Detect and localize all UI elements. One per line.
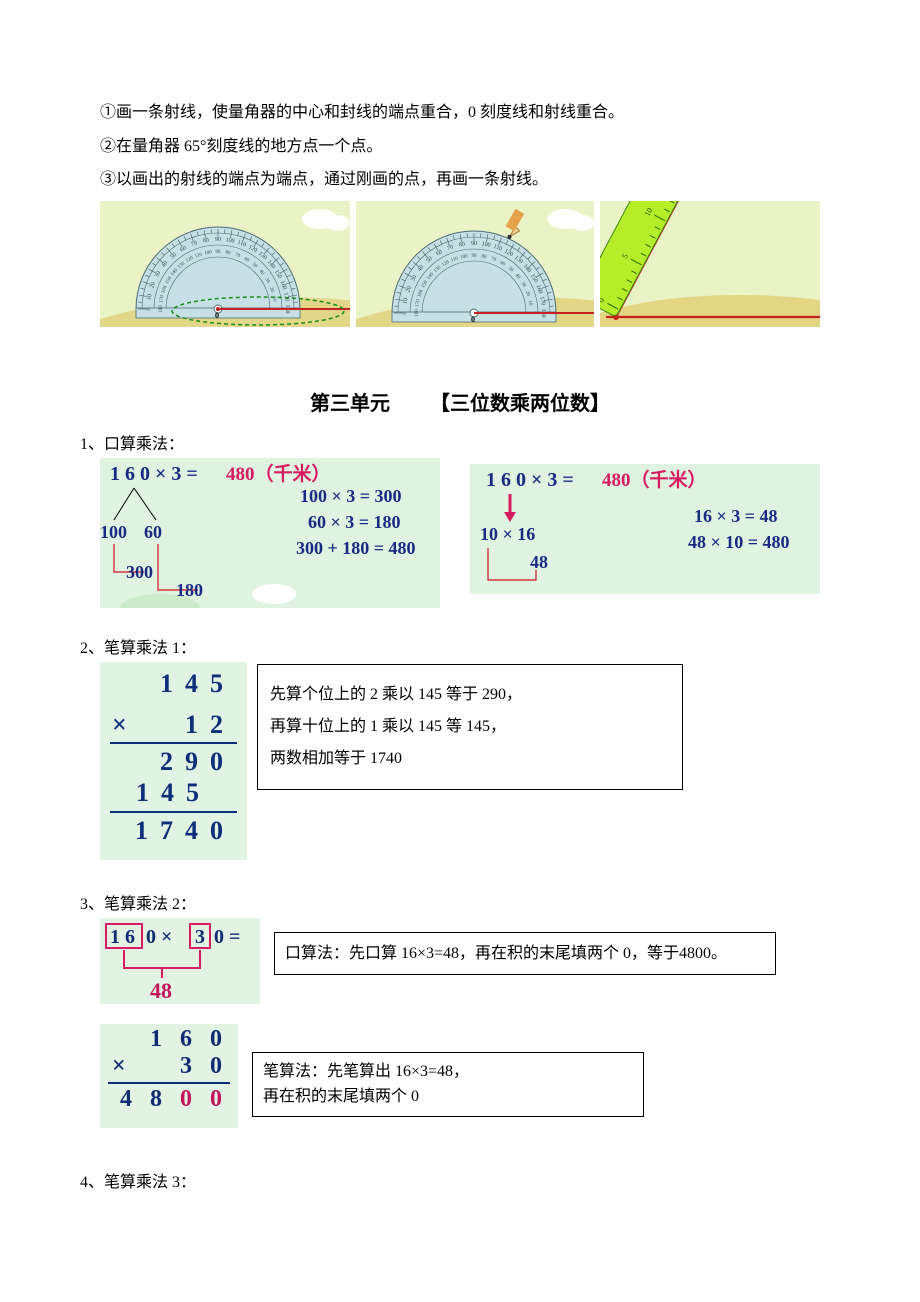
svg-text:300: 300 — [126, 562, 153, 582]
svg-text:3: 3 — [195, 926, 205, 948]
svg-text:10: 10 — [403, 297, 410, 304]
mult-row-d: 145 — [106, 777, 241, 808]
chapter-title: 【三位数乘两位数】 — [430, 393, 610, 415]
section-4-heading: 4、笔算乘法 3： — [80, 1168, 820, 1192]
explain-line-3: 两数相加等于 1740 — [270, 743, 670, 775]
explanation-box-2a: 口算法：先口算 16×3=48，再在积的末尾填两个 0，等于4800。 — [274, 932, 776, 976]
written-calc-2b: 1 6 0 × 3 0 4 8 0 0 笔算法：先笔算出 16×3=48， 再在… — [100, 1024, 820, 1128]
instruction-3: ③以画出的射线的端点为端点，通过刚画的点，再画一条射线。 — [100, 167, 820, 193]
protractor-step-3: 05101520 — [600, 201, 820, 327]
svg-text:60 × 3 = 180: 60 × 3 = 180 — [308, 512, 401, 532]
svg-text:1 6: 1 6 — [110, 926, 135, 948]
protractor-step-2: 0018010170201603015040140501306012070110… — [356, 201, 594, 327]
explanation-box-2b: 笔算法：先笔算出 16×3=48， 再在积的末尾填两个 0 — [252, 1052, 644, 1117]
mental-math-row: 1 6 0 × 3 = 480（千米） 100 60 300 180 100 × 3 = 3… — [100, 458, 820, 608]
mult-row-b: × 12 — [106, 709, 241, 740]
svg-text:180: 180 — [176, 580, 203, 600]
protractor-step-1: 0018010170201603015040140501306012070110… — [100, 201, 350, 327]
svg-text:60: 60 — [144, 522, 162, 542]
mult-row-a: 145 — [106, 668, 241, 699]
mental-method-a: 1 6 0 × 3 = 480（千米） 100 60 300 180 100 × 3 = 3… — [100, 458, 440, 608]
svg-text:16 × 3 = 48: 16 × 3 = 48 — [694, 506, 778, 526]
cm-row1: 1 6 0 — [104, 1026, 234, 1053]
mental-method-b: 1 6 0 × 3 = 480（千米） 10 × 16 48 16 × 3 = 48 48… — [470, 464, 820, 594]
unit-heading: 第三单元 【三位数乘两位数】 — [100, 387, 820, 416]
instruction-2: ②在量角器 65°刻度线的地方点一个点。 — [100, 134, 820, 160]
section-3-heading: 3、笔算乘法 2： — [80, 890, 820, 914]
svg-text:10 × 16: 10 × 16 — [480, 524, 535, 544]
svg-text:0: 0 — [402, 311, 408, 314]
section-1-heading: 1、口算乘法： — [80, 430, 820, 454]
cm-symbol: × — [104, 1053, 132, 1080]
svg-text:48: 48 — [150, 978, 172, 1003]
explain-line-1: 先算个位上的 2 乘以 145 等于 290， — [270, 679, 670, 711]
column-mult-box: 1 6 0 × 3 0 4 8 0 0 — [100, 1024, 238, 1128]
mult-row-e: 1740 — [106, 815, 241, 846]
svg-text:90: 90 — [216, 250, 222, 255]
svg-text:0: 0 — [471, 315, 475, 324]
svg-text:100 × 3 = 300: 100 × 3 = 300 — [300, 486, 402, 506]
protractor-illustrations: 0018010170201603015040140501306012070110… — [100, 201, 820, 327]
explain-2b-line1: 笔算法：先笔算出 16×3=48， — [263, 1059, 633, 1085]
written-calc-1: 145 × 12 290 145 1740 先算个位上的 2 乘以 145 等于 … — [100, 662, 820, 860]
svg-text:1 6 0 × 3 =: 1 6 0 × 3 = — [486, 469, 574, 491]
svg-text:100: 100 — [100, 522, 127, 542]
svg-text:180: 180 — [159, 305, 164, 313]
cm-result-pink: 0 0 — [180, 1086, 228, 1112]
multiplier: 12 — [185, 709, 235, 740]
svg-text:0: 0 — [146, 307, 152, 310]
svg-text:48 × 10 = 480: 48 × 10 = 480 — [688, 532, 790, 552]
chapter-number: 第三单元 — [310, 393, 390, 415]
svg-text:180: 180 — [415, 309, 420, 317]
explanation-box-1: 先算个位上的 2 乘以 145 等于 290， 再算十位上的 1 乘以 145 … — [257, 664, 683, 790]
long-multiplication-box: 145 × 12 290 145 1740 — [100, 662, 247, 860]
svg-text:48: 48 — [530, 552, 548, 572]
shortcut-expr-box: 1 6 0 × 3 0 = 48 — [100, 918, 260, 1004]
svg-text:1 6 0 × 3 =: 1 6 0 × 3 = — [110, 463, 198, 485]
section-2-heading: 2、笔算乘法 1： — [80, 634, 820, 658]
page-root: ①画一条射线，使量角器的中心和封线的端点重合，0 刻度线和射线重合。 ②在量角器… — [0, 0, 920, 1236]
svg-text:480（千米）: 480（千米） — [602, 468, 707, 491]
svg-text:0 ×: 0 × — [146, 926, 172, 948]
svg-text:80: 80 — [459, 241, 466, 248]
svg-text:90: 90 — [472, 254, 478, 259]
svg-text:90: 90 — [471, 241, 477, 247]
svg-text:10: 10 — [147, 293, 154, 300]
svg-text:480（千米）: 480（千米） — [226, 462, 331, 485]
svg-text:0: 0 — [215, 311, 219, 320]
explain-line-2: 再算十位上的 1 乘以 145 等 145， — [270, 711, 670, 743]
svg-text:0 =: 0 = — [214, 926, 240, 948]
cm-row2: 3 0 — [180, 1053, 228, 1080]
cm-result-blue: 4 8 — [120, 1086, 168, 1112]
multiply-symbol: × — [106, 709, 139, 740]
instruction-1: ①画一条射线，使量角器的中心和封线的端点重合，0 刻度线和射线重合。 — [100, 100, 820, 126]
mult-row-c: 290 — [106, 746, 241, 777]
explain-2b-line2: 再在积的末尾填两个 0 — [263, 1084, 633, 1110]
svg-text:80: 80 — [203, 237, 210, 244]
svg-text:90: 90 — [215, 237, 221, 243]
written-calc-2a: 1 6 0 × 3 0 = 48 口算法：先口算 16×3=48，再在积的末尾填两个 0… — [100, 918, 820, 1004]
svg-text:300 + 180 = 480: 300 + 180 = 480 — [296, 538, 416, 558]
